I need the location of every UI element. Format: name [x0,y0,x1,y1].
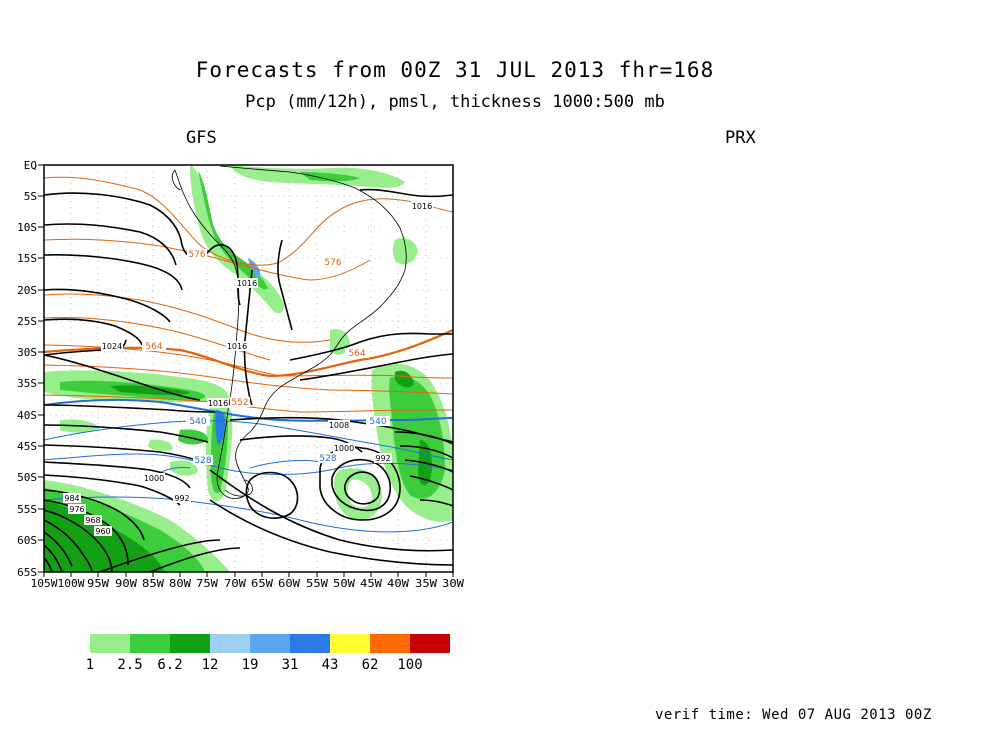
thickness-label: 576 [324,258,341,268]
isobars [44,188,453,572]
lon-label: 95W [87,577,109,590]
lat-label: 55S [17,503,37,516]
isobar-label: 1000 [144,474,164,483]
thickness-contour-540 [44,398,453,422]
lat-label: 5S [24,190,37,203]
lon-label: 75W [196,577,218,590]
lat-label: 45S [17,440,37,453]
lat-label: 20S [17,284,37,297]
thickness-label: 552 [231,398,248,408]
legend-swatch [330,634,370,653]
map-grid [44,165,453,572]
thickness-label: 540 [369,417,386,427]
lon-label: 65W [251,577,273,590]
lon-label: 90W [115,577,137,590]
legend-label: 12 [202,657,219,673]
legend-label: 19 [242,657,259,673]
model-label-gfs: GFS [186,128,217,148]
isobar-label: 976 [69,505,84,514]
chart-subtitle: Pcp (mm/12h), pmsl, thickness 1000:500 m… [245,92,665,112]
lat-label: 40S [17,409,37,422]
longitude-labels: 105W 100W 95W 90W 85W 80W 75W 70W 65W 60… [31,577,465,590]
legend-swatch [210,634,250,653]
lon-label: 35W [415,577,437,590]
thickness-contours-cold [44,420,453,533]
model-label-prx: PRX [725,128,756,148]
lat-label: 50S [17,471,37,484]
legend-swatch [170,634,210,653]
thickness-label: 540 [189,417,206,427]
lat-label: 65S [17,566,37,579]
axis-ticks [38,164,454,577]
legend-swatch [290,634,330,653]
legend-swatch [370,634,410,653]
lon-label: 30W [442,577,464,590]
map-border [43,164,454,573]
legend-label: 1 [86,657,94,673]
lon-label: 45W [360,577,382,590]
isobar-label: 1016 [412,202,432,211]
isobar-label: 968 [85,516,100,525]
legend-label: 62 [362,657,379,673]
legend-label: 100 [397,657,422,673]
precip-legend: 1 2.5 6.2 12 19 31 43 62 100 [86,634,450,673]
legend-swatch [410,634,450,653]
thickness-labels: 576 576 564 564 552 540 540 528 528 [142,249,390,466]
lon-label: 40W [387,577,409,590]
chart-title: Forecasts from 00Z 31 JUL 2013 fhr=168 [195,58,715,82]
latitude-labels: EQ 5S 10S 15S 20S 25S 30S 35S 40S 45S 50… [17,159,37,579]
legend-swatch [130,634,170,653]
lon-label: 85W [142,577,164,590]
thickness-label: 528 [194,456,211,466]
isobar-label: 992 [375,454,390,463]
lon-label: 60W [278,577,300,590]
lat-label: 10S [17,221,37,234]
legend-label: 43 [322,657,339,673]
thickness-label: 564 [348,349,365,359]
legend-label: 6.2 [157,657,182,673]
thickness-label: 576 [188,250,205,260]
isobar-label: 1024 [102,342,122,351]
thickness-label: 528 [319,454,336,464]
legend-label: 2.5 [117,657,142,673]
isobar-label: 984 [64,494,79,503]
lat-label: 15S [17,252,37,265]
lat-label: 60S [17,534,37,547]
thickness-contour-564 [44,328,453,378]
isobar-label: 1016 [237,279,257,288]
lon-label: 50W [333,577,355,590]
coastlines [171,165,407,499]
legend-swatch [90,634,130,653]
lon-label: 55W [306,577,328,590]
lat-label: EQ [24,159,37,172]
verif-time: verif time: Wed 07 AUG 2013 00Z [655,707,932,723]
isobar-label: 1016 [227,342,247,351]
lon-label: 80W [169,577,191,590]
lat-label: 25S [17,315,37,328]
isobar-label: 960 [95,527,110,536]
lat-label: 35S [17,377,37,390]
lon-label: 100W [58,577,85,590]
isobar-label: 1000 [334,444,354,453]
lon-label: 70W [224,577,246,590]
isobar-label: 992 [174,494,189,503]
legend-label: 31 [282,657,299,673]
legend-swatch [250,634,290,653]
isobar-labels: 1016 1016 1016 1024 1016 1008 1000 992 1… [63,201,433,536]
lon-label: 105W [31,577,58,590]
lat-label: 30S [17,346,37,359]
isobar-label: 1016 [208,399,228,408]
thickness-label: 564 [145,342,162,352]
isobar-label: 1008 [329,421,349,430]
